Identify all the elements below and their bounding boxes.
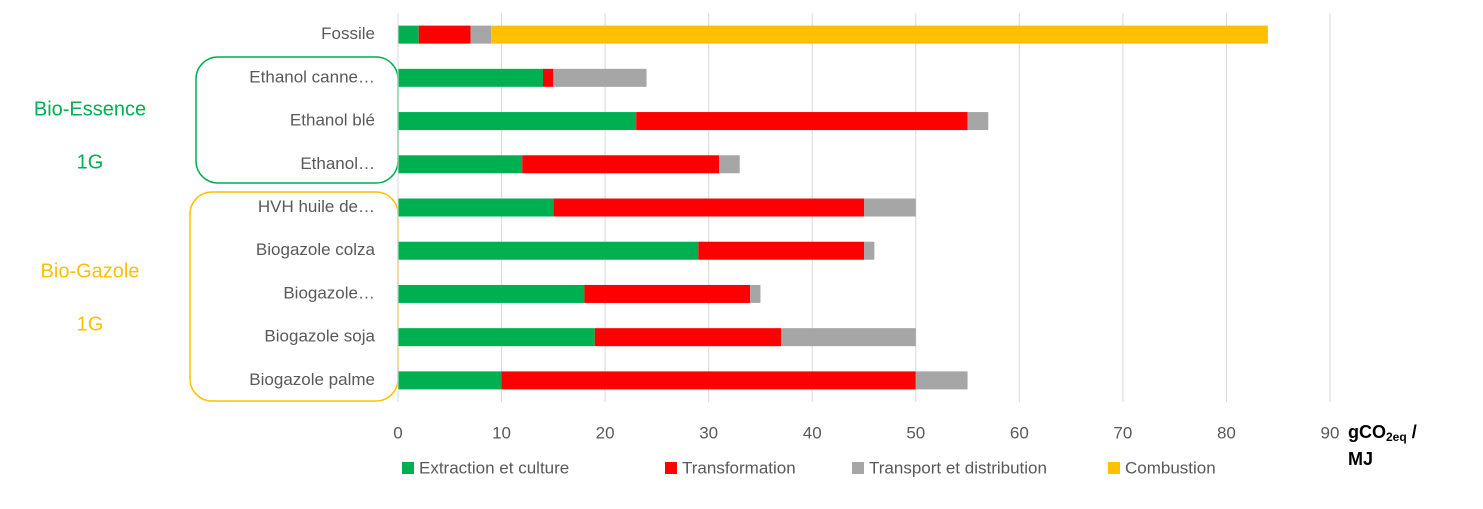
y-tick-label: Ethanol… (300, 154, 375, 173)
y-tick-label: Fossile (321, 24, 375, 43)
bar-segment (398, 198, 554, 217)
bar-segment (398, 328, 595, 347)
x-tick-label: 30 (699, 423, 718, 442)
bar-segment (398, 371, 502, 390)
y-tick-label: Biogazole… (283, 283, 375, 302)
x-axis-label-sub: 2eq (1386, 430, 1407, 444)
legend-swatch (402, 462, 414, 474)
bar-segment (553, 198, 864, 217)
bar-segment (750, 284, 761, 303)
bar-segment (864, 198, 916, 217)
bar-segment (398, 241, 699, 260)
x-axis-label: gCO2eq / (1348, 422, 1417, 444)
bar-segment (915, 371, 968, 390)
annotation: 1G (77, 313, 104, 335)
bar-segment (398, 25, 419, 44)
bar-segment (398, 155, 523, 174)
bar-segment (584, 284, 751, 303)
bar-segment (636, 112, 968, 131)
y-tick-label: Biogazole soja (264, 327, 375, 346)
annotation: 1G (77, 151, 104, 173)
y-tick-label: Ethanol blé (290, 111, 375, 130)
bar-segment (522, 155, 720, 174)
x-tick-label: 40 (803, 423, 822, 442)
bar-segment (491, 25, 1268, 44)
annotation: Bio-Essence (34, 98, 146, 120)
legend-label: Transformation (682, 458, 796, 477)
x-tick-label: 60 (1010, 423, 1029, 442)
bar-segment (967, 112, 989, 131)
x-tick-label: 0 (393, 423, 402, 442)
legend-swatch (852, 462, 864, 474)
x-tick-label: 80 (1217, 423, 1236, 442)
x-axis-label-line2: MJ (1348, 449, 1373, 469)
bar-segment (501, 371, 916, 390)
y-tick-label: Biogazole palme (249, 370, 375, 389)
bar-segment (542, 68, 554, 87)
bar-segment (553, 68, 647, 87)
bar-segment (719, 155, 740, 174)
bar-segment (418, 25, 471, 44)
bar-segment (698, 241, 864, 260)
x-tick-label: 20 (596, 423, 615, 442)
legend-label: Transport et distribution (869, 458, 1047, 477)
bar-segment (398, 112, 637, 131)
x-tick-label: 70 (1113, 423, 1132, 442)
y-tick-label: HVH huile de… (258, 197, 375, 216)
x-tick-label: 10 (492, 423, 511, 442)
x-axis-label-suffix: / (1407, 422, 1417, 442)
annotation: Bio-Gazole (41, 260, 140, 282)
x-tick-label: 90 (1321, 423, 1340, 442)
x-tick-label: 50 (906, 423, 925, 442)
bar-segment (864, 241, 875, 260)
legend-label: Combustion (1125, 458, 1216, 477)
y-tick-label: Ethanol canne… (249, 67, 375, 86)
bar-segment (470, 25, 492, 44)
bar-segment (398, 68, 543, 87)
x-axis-label-text: gCO (1348, 422, 1386, 442)
legend-swatch (1108, 462, 1120, 474)
legend-label: Extraction et culture (419, 458, 569, 477)
bar-segment (398, 284, 585, 303)
bar-segment (781, 328, 916, 347)
bar-segment (594, 328, 782, 347)
y-tick-label: Biogazole colza (256, 240, 376, 259)
legend-swatch (665, 462, 677, 474)
